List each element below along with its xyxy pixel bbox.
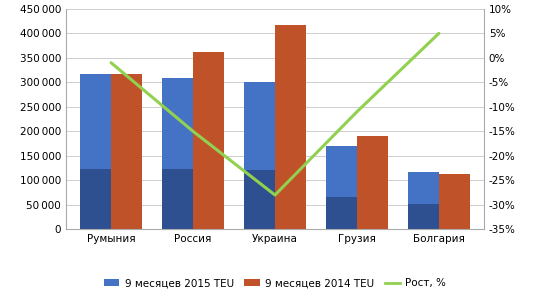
Bar [244,82,275,170]
Bar [162,169,193,229]
Bar [439,174,470,229]
Bar [408,171,439,204]
Bar [275,24,306,229]
Bar [408,204,439,229]
Legend: 9 месяцев 2015 TEU, 9 месяцев 2014 TEU, Рост, %: 9 месяцев 2015 TEU, 9 месяцев 2014 TEU, … [100,274,450,293]
Bar [80,168,111,229]
Bar [162,78,193,169]
Bar [111,74,142,229]
Bar [357,136,388,229]
Bar [80,74,111,168]
Bar [326,197,357,229]
Bar [193,52,224,229]
Bar [244,170,275,229]
Bar [326,146,357,197]
